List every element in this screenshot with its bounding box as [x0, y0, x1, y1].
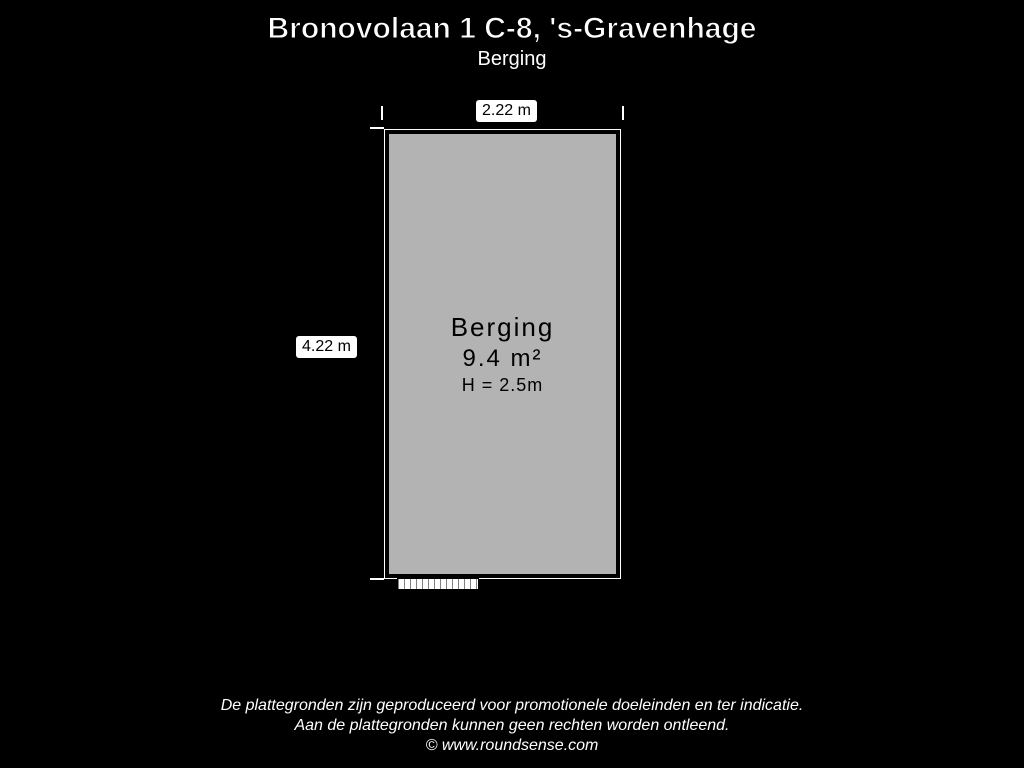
- footer-line-2: Aan de plattegronden kunnen geen rechten…: [0, 716, 1024, 736]
- dim-tick-left-bottom: [370, 578, 384, 580]
- door-threshold: [397, 578, 479, 590]
- page-subtitle: Berging: [0, 48, 1024, 71]
- room-area: 9.4 m²: [462, 345, 542, 373]
- footer-line-1: De plattegronden zijn geproduceerd voor …: [0, 696, 1024, 716]
- door-hatch-icon: [398, 579, 478, 589]
- room-name: Berging: [451, 312, 555, 343]
- dim-height-label: 4.22 m: [296, 336, 357, 358]
- room-berging: Berging 9.4 m² H = 2.5m: [385, 130, 620, 578]
- dim-tick-left-top: [370, 127, 384, 129]
- dim-tick-top-right: [622, 106, 624, 120]
- footer-line-3: © www.roundsense.com: [0, 736, 1024, 756]
- dim-tick-top-left: [381, 106, 383, 120]
- page-title: Bronovolaan 1 C-8, 's-Gravenhage: [0, 12, 1024, 46]
- room-label-group: Berging 9.4 m² H = 2.5m: [389, 134, 616, 574]
- room-height: H = 2.5m: [462, 375, 544, 396]
- dim-width-label: 2.22 m: [476, 100, 537, 122]
- footer-block: De plattegronden zijn geproduceerd voor …: [0, 696, 1024, 756]
